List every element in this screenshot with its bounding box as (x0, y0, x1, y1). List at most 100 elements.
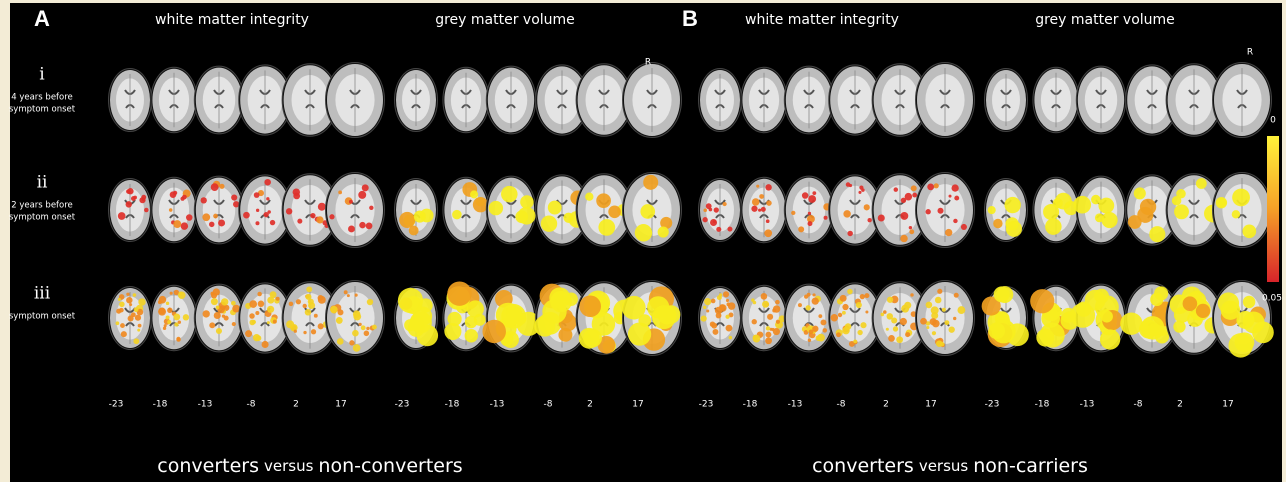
activation (776, 320, 780, 324)
activation (994, 286, 1010, 302)
activation (952, 184, 959, 191)
activation (753, 335, 761, 343)
activation (949, 195, 952, 198)
brain (443, 177, 489, 242)
activation (911, 185, 917, 191)
activation (310, 213, 315, 218)
activation (729, 336, 733, 340)
activation (253, 334, 260, 341)
activation (1218, 292, 1239, 313)
slice-label: -13 (1080, 400, 1095, 410)
caption-part: converters (812, 455, 914, 477)
activation (211, 298, 218, 305)
activation (294, 330, 297, 333)
activation (932, 331, 936, 335)
activation (761, 207, 766, 212)
activation (703, 306, 706, 309)
activation (831, 314, 838, 321)
activation (201, 197, 207, 203)
activation (812, 191, 816, 195)
activation (764, 229, 772, 237)
activation (910, 293, 913, 296)
activation (266, 197, 269, 200)
activation (286, 208, 292, 214)
activation (909, 226, 912, 229)
activation (809, 329, 814, 334)
activation (118, 212, 126, 220)
activation (179, 292, 183, 296)
activation (232, 322, 236, 326)
brain (194, 284, 243, 352)
activation (267, 210, 270, 213)
activation (791, 211, 795, 215)
activation (1134, 187, 1146, 199)
caption-part: versus (264, 457, 314, 475)
brain (784, 176, 833, 244)
activation (934, 183, 939, 188)
activation (176, 337, 180, 341)
activation (808, 195, 816, 203)
activation (766, 219, 770, 223)
activation (120, 323, 125, 328)
activation (482, 320, 505, 343)
activation (765, 184, 771, 190)
activation (824, 216, 828, 220)
activation (758, 209, 761, 212)
activation (270, 220, 275, 225)
activation (249, 300, 257, 308)
activation (812, 293, 815, 296)
activation (254, 192, 260, 198)
activation (766, 326, 770, 330)
activation (988, 206, 996, 214)
activation (126, 293, 129, 296)
activation (842, 311, 846, 315)
activation (358, 323, 361, 326)
activation (904, 302, 911, 309)
activation (767, 314, 773, 320)
activation (303, 331, 306, 334)
activation (937, 289, 942, 294)
activation (752, 319, 757, 324)
activation (596, 193, 611, 208)
activation (305, 309, 312, 316)
activation (926, 209, 931, 214)
activation (1030, 289, 1054, 313)
brain (151, 67, 197, 132)
slice-label: -23 (985, 400, 1000, 410)
activation (329, 214, 334, 219)
activation (1232, 210, 1240, 218)
activation (886, 328, 889, 331)
activation (362, 184, 369, 191)
activation (935, 297, 942, 304)
activation (413, 307, 432, 326)
brain (1213, 173, 1272, 248)
activation (896, 336, 903, 343)
colorbar-top-label: 0 (1270, 116, 1276, 126)
slice-label: 17 (1222, 400, 1233, 410)
activation (838, 313, 842, 317)
row-label: 4 years before (11, 93, 73, 103)
activation (256, 209, 259, 212)
row-numeral: i (39, 65, 45, 85)
row-label: symptom onset (9, 213, 76, 223)
activation (893, 326, 898, 331)
activation (900, 235, 907, 242)
activation (861, 188, 864, 191)
brain (699, 287, 742, 350)
activation (662, 305, 680, 323)
activation (920, 318, 927, 325)
brain (1033, 177, 1079, 242)
activation (119, 302, 125, 308)
activation (134, 307, 139, 312)
activation (414, 211, 426, 223)
activation (262, 341, 269, 348)
activation (579, 295, 601, 317)
activation (308, 299, 314, 305)
activation (330, 306, 338, 314)
activation (344, 290, 348, 294)
brain (1033, 67, 1079, 132)
slice-label: 2 (293, 400, 299, 410)
activation (289, 302, 294, 307)
brain (916, 63, 975, 138)
activation (887, 313, 893, 319)
